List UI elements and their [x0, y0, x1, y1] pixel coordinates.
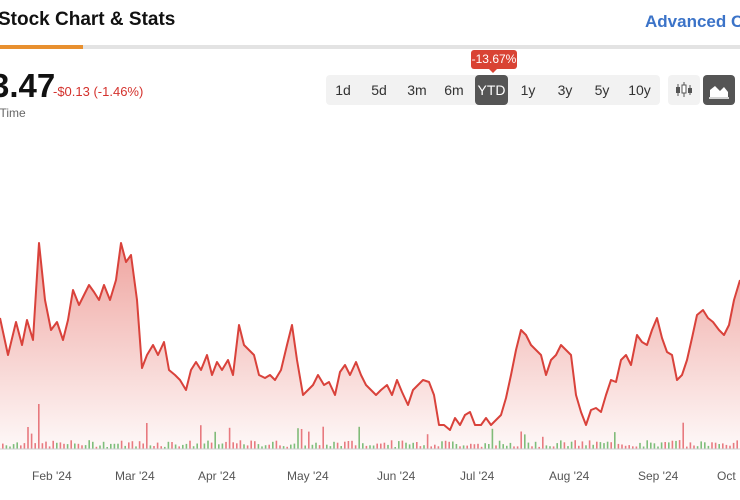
range-button-5y[interactable]: 5y: [594, 82, 610, 98]
x-label: Aug '24: [549, 469, 590, 483]
x-label: Apr '24: [198, 469, 236, 483]
ytd-change-badge: -13.67%: [471, 50, 517, 69]
range-button-ytd[interactable]: YTD: [475, 75, 508, 105]
price-area: [0, 243, 740, 449]
current-price: 3.47: [0, 67, 56, 104]
area-chart-icon: [709, 86, 729, 99]
tab-underline-track: [0, 45, 740, 49]
candlestick-icon: [676, 82, 692, 97]
price-line: [0, 242, 740, 431]
page-title: Stock Chart & Stats: [0, 9, 176, 30]
advanced-chart-link[interactable]: Advanced Ch: [645, 12, 740, 31]
x-label: Jul '24: [460, 469, 495, 483]
x-label: Sep '24: [638, 469, 679, 483]
range-button-1d[interactable]: 1d: [335, 82, 351, 98]
area-chart-button[interactable]: [703, 75, 735, 105]
badge-pointer: [488, 68, 498, 73]
x-label: Oct: [717, 469, 736, 483]
range-button-10y[interactable]: 10y: [628, 82, 651, 98]
x-axis-labels: Feb '24 Mar '24 Apr '24 May '24 Jun '24 …: [32, 469, 736, 483]
range-button-3y[interactable]: 3y: [557, 82, 573, 98]
x-label: Mar '24: [115, 469, 155, 483]
range-button-6m[interactable]: 6m: [444, 82, 464, 98]
tab-underline-active: [0, 45, 83, 49]
range-button-5d[interactable]: 5d: [371, 82, 387, 98]
candlestick-chart-button[interactable]: [668, 75, 700, 105]
range-button-1y[interactable]: 1y: [520, 82, 536, 98]
realtime-label: al Time: [0, 106, 26, 120]
price-change: -$0.13 (-1.46%): [53, 84, 144, 99]
range-button-3m[interactable]: 3m: [407, 82, 427, 98]
x-label: Feb '24: [32, 469, 72, 483]
x-label: Jun '24: [377, 469, 416, 483]
x-label: May '24: [287, 469, 329, 483]
